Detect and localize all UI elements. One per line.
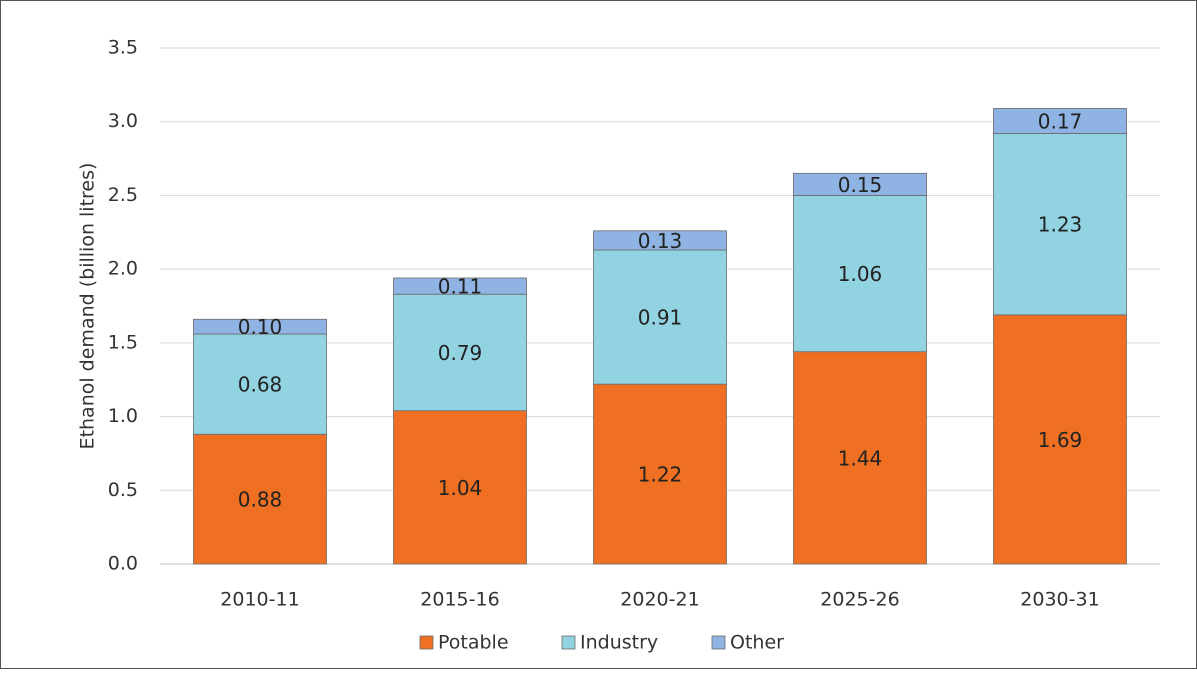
bar-segment	[393, 293, 527, 412]
data-label: 1.06	[838, 262, 883, 286]
bar-segment	[993, 314, 1127, 565]
data-label: 1.04	[438, 476, 483, 500]
y-tick-label: 0.0	[108, 553, 138, 575]
legend-label: Other	[730, 632, 784, 654]
x-tick-label: 2010-11	[220, 589, 299, 611]
y-tick-label: 3.0	[108, 110, 138, 132]
legend-swatch	[419, 635, 434, 650]
data-label: 0.10	[238, 315, 283, 339]
y-tick-label: 1.5	[108, 331, 138, 353]
x-tick-label: 2025-26	[820, 589, 899, 611]
bar-segment	[393, 277, 527, 295]
bar-segment	[993, 133, 1127, 316]
legend-label: Potable	[438, 632, 509, 654]
bar-segment	[793, 351, 927, 565]
y-tick-label: 1.0	[108, 405, 138, 427]
data-label: 0.68	[238, 373, 283, 397]
data-label: 0.88	[238, 488, 283, 512]
data-label: 0.91	[638, 306, 683, 330]
data-label: 0.17	[1038, 109, 1083, 133]
y-tick-label: 2.0	[108, 258, 138, 280]
x-tick-label: 2015-16	[420, 589, 499, 611]
data-label: 1.23	[1038, 213, 1083, 237]
bar-segment	[993, 108, 1127, 134]
data-label: 1.44	[838, 446, 883, 470]
bar-segment	[793, 195, 927, 353]
bar-segment	[793, 172, 927, 196]
bar-segment	[593, 383, 727, 565]
y-tick-label: 0.5	[108, 479, 138, 501]
legend-label: Industry	[580, 632, 658, 654]
bar-segment	[593, 230, 727, 251]
bar-segment	[193, 433, 327, 565]
data-label: 0.79	[438, 341, 483, 365]
data-label: 0.15	[838, 173, 883, 197]
x-tick-label: 2020-21	[620, 589, 699, 611]
legend-swatch	[711, 635, 726, 650]
y-axis-label: Ethanol demand (billion litres)	[77, 163, 99, 450]
y-tick-label: 2.5	[108, 184, 138, 206]
data-label: 0.11	[438, 275, 483, 299]
legend-swatch	[561, 635, 576, 650]
bar-segment	[193, 333, 327, 435]
data-label: 1.69	[1038, 428, 1083, 452]
data-label: 0.13	[638, 229, 683, 253]
x-tick-label: 2030-31	[1020, 589, 1099, 611]
y-tick-label: 3.5	[108, 37, 138, 59]
bar-segment	[193, 318, 327, 335]
data-label: 1.22	[638, 463, 683, 487]
